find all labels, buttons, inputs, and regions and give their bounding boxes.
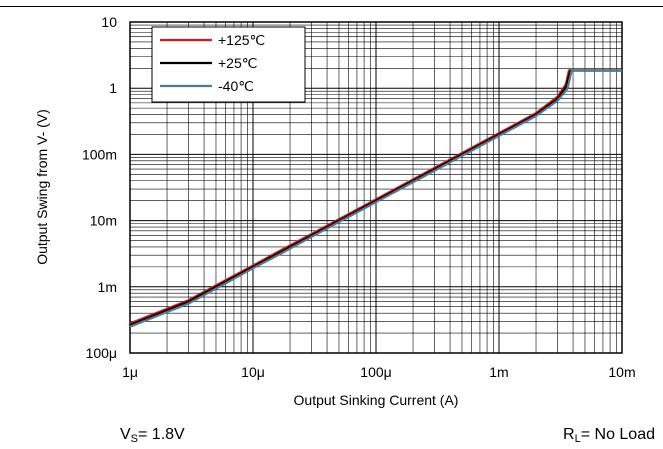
x-tick-label: 100μ — [360, 364, 391, 380]
supply-voltage-note: VS= 1.8V — [120, 426, 185, 445]
x-axis-title: Output Sinking Current (A) — [294, 392, 459, 408]
y-tick-label: 100μ — [86, 345, 117, 361]
legend: +125℃ +25℃ -40℃ — [151, 26, 306, 103]
y-tick-label: 10 — [101, 14, 117, 30]
load-note: RL= No Load — [563, 426, 655, 445]
chart: 1μ 10μ 100μ 1m 10m 100μ 1m 10m 100m 1 10 Output S… — [34, 14, 636, 408]
plot-frame — [129, 21, 623, 354]
series-line-1 — [129, 69, 622, 327]
series-line-2 — [129, 69, 622, 328]
y-axis-title: Output Swing from V- (V) — [34, 109, 50, 265]
x-tick-labels: 1μ 10μ 100μ 1m 10m — [122, 364, 636, 380]
legend-label: +125℃ — [218, 32, 265, 48]
x-tick-label: 1m — [489, 364, 508, 380]
y-tick-label: 10m — [90, 213, 117, 229]
y-tick-label: 1 — [109, 80, 117, 96]
y-tick-label: 100m — [82, 146, 117, 162]
y-tick-label: 1m — [98, 279, 117, 295]
top-rule — [0, 6, 663, 7]
x-tick-label: 1μ — [122, 364, 138, 380]
y-tick-labels: 100μ 1m 10m 100m 1 10 — [82, 14, 117, 361]
x-tick-label: 10m — [608, 364, 635, 380]
series-line-0 — [129, 69, 622, 325]
series-layer — [129, 69, 622, 328]
legend-label: +25℃ — [218, 55, 257, 71]
legend-label: -40℃ — [218, 78, 254, 94]
x-tick-label: 10μ — [241, 364, 265, 380]
